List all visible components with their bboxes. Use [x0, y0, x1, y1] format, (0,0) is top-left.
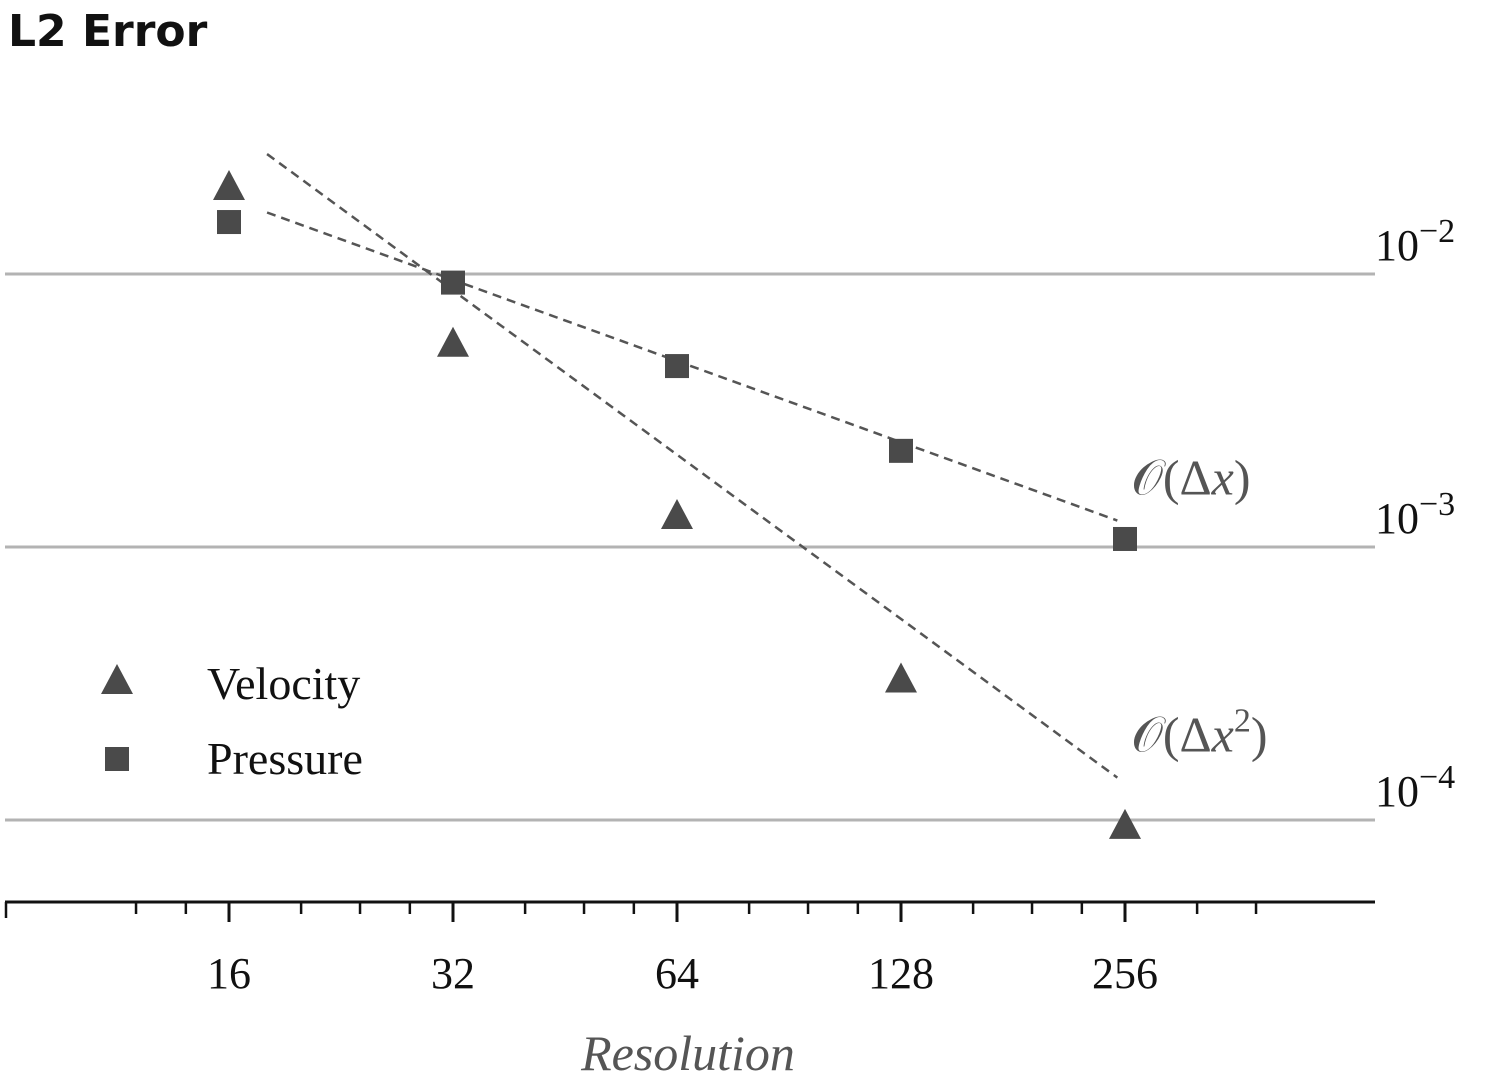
- velocity-point: [213, 170, 245, 201]
- pressure-point: [889, 438, 913, 463]
- pressure-point: [665, 354, 689, 379]
- reference-lines: 𝒪(Δx) 𝒪(Δx2): [266, 153, 1268, 779]
- velocity-point: [885, 662, 917, 693]
- velocity-point: [1109, 808, 1141, 839]
- legend-entry-pressure: Pressure: [105, 733, 363, 784]
- pressure-point: [217, 210, 241, 235]
- x-tick-label: 128: [868, 949, 934, 998]
- x-tick-label: 32: [431, 949, 475, 998]
- y-tick-label: 10−2: [1375, 213, 1455, 270]
- legend-pressure-label: Pressure: [207, 733, 363, 784]
- data-markers: [213, 170, 1141, 839]
- gridlines: [5, 272, 1375, 822]
- x-ticks: 16 32 64 128 256: [4, 902, 1258, 998]
- reference-line-label: 𝒪(Δx): [1131, 450, 1250, 506]
- velocity-point: [661, 498, 693, 529]
- reference-line: [266, 153, 1119, 779]
- reference-line: [266, 211, 1118, 522]
- legend-velocity-marker: [101, 664, 133, 694]
- legend-velocity-label: Velocity: [207, 658, 360, 709]
- x-axis-label: Resolution: [580, 1025, 795, 1081]
- chart-title: L2 Error: [8, 6, 208, 57]
- legend: Velocity Pressure: [101, 658, 363, 784]
- pressure-point: [1113, 526, 1137, 551]
- legend-entry-velocity: Velocity: [101, 658, 360, 709]
- pressure-point: [441, 270, 465, 295]
- x-tick-label: 64: [655, 949, 699, 998]
- legend-pressure-marker: [105, 747, 129, 771]
- x-tick-label: 256: [1092, 949, 1158, 998]
- reference-line-label: 𝒪(Δx2): [1131, 703, 1267, 763]
- x-tick-label: 16: [207, 949, 251, 998]
- y-tick-label: 10−4: [1375, 759, 1455, 816]
- y-tick-labels: 10−2 10−3 10−4: [1375, 213, 1455, 816]
- y-tick-label: 10−3: [1375, 486, 1455, 543]
- velocity-point: [437, 326, 469, 357]
